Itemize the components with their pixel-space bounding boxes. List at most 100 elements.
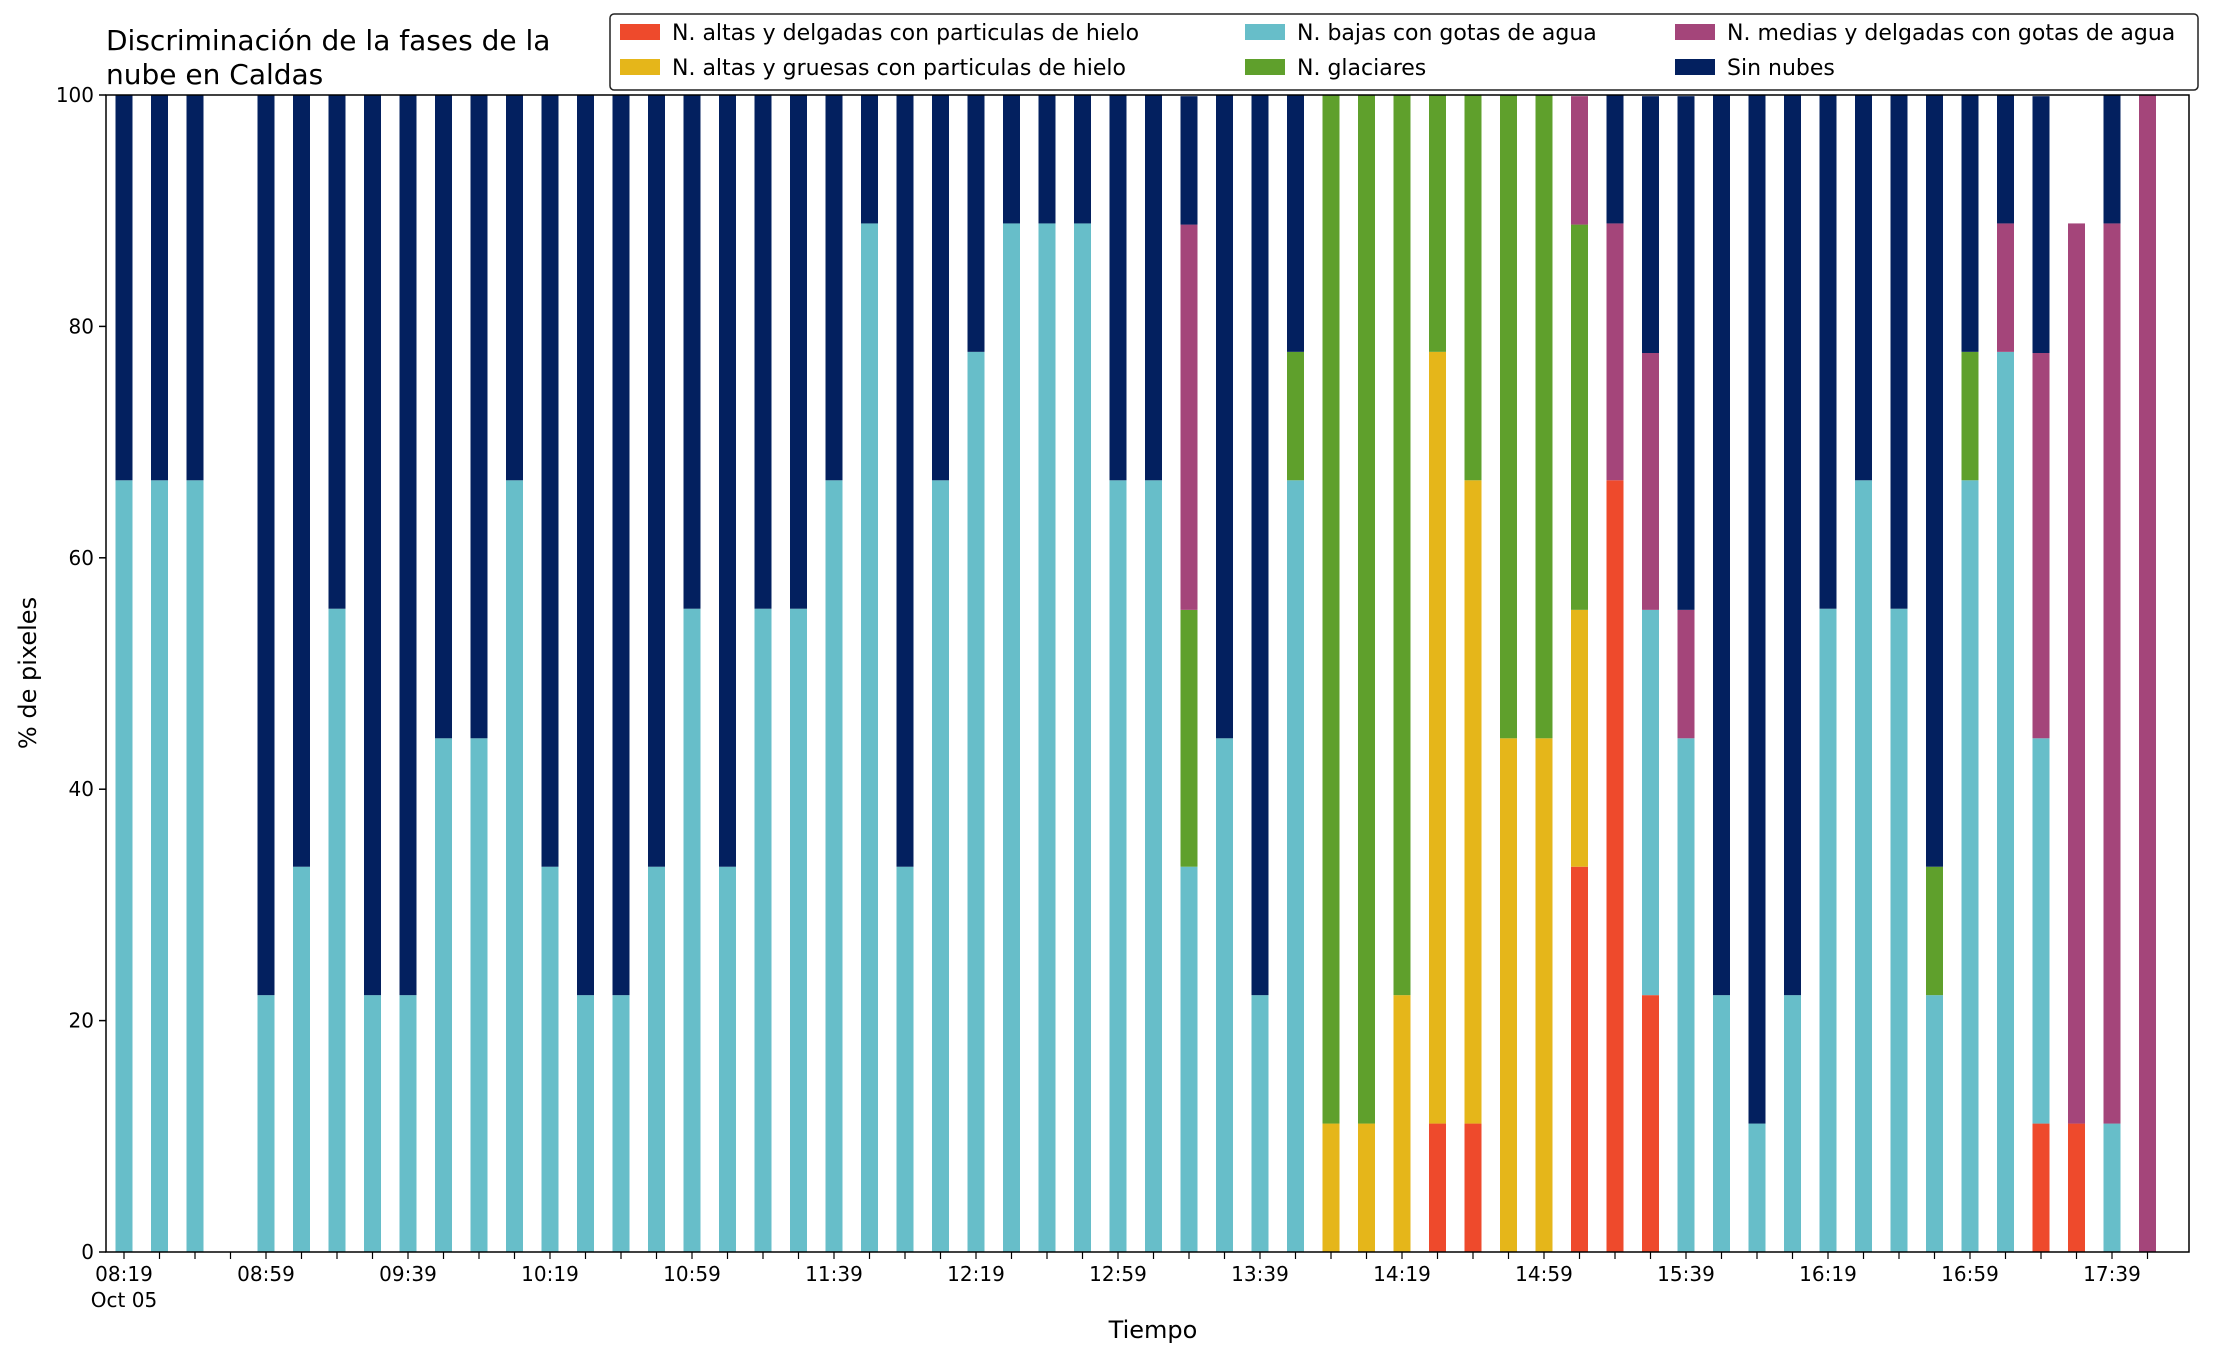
bar-segment <box>1358 95 1375 1124</box>
bar-segment <box>1393 95 1411 996</box>
bar-segment <box>1216 95 1233 739</box>
x-tick-label: 12:19 <box>947 1262 1005 1286</box>
bar-segment <box>1464 95 1482 481</box>
x-tick-label: 17:39 <box>2083 1262 2141 1286</box>
legend-label: Sin nubes <box>1727 56 1835 81</box>
y-tick-label: 40 <box>69 777 94 801</box>
bar-segment <box>683 608 701 1252</box>
bar-segment <box>115 480 133 1252</box>
bar-segment <box>790 608 807 1252</box>
bar-segment <box>1748 95 1766 1124</box>
x-tick-label: 11:39 <box>805 1262 863 1286</box>
bar-segment <box>470 738 488 1252</box>
bar-segment <box>648 95 665 867</box>
legend-swatch <box>1245 24 1285 40</box>
bar-segment <box>2139 95 2156 1252</box>
legend-label: N. altas y gruesas con particulas de hie… <box>672 56 1126 81</box>
bar-segment <box>186 480 204 1252</box>
legend-label: N. bajas con gotas de agua <box>1297 21 1597 46</box>
bar-segment <box>577 995 594 1252</box>
bar-segment <box>399 95 417 996</box>
bar-segment <box>364 995 381 1252</box>
y-axis: 0 20 40 60 80 100 <box>56 83 106 1264</box>
bar-segment <box>1535 738 1553 1252</box>
bar-segment <box>257 995 275 1252</box>
bar-segment <box>1784 995 1801 1252</box>
bar-segment <box>1819 95 1837 609</box>
bar-segment <box>1713 95 1730 996</box>
x-tick-label: 12:59 <box>1089 1262 1147 1286</box>
bar-segment <box>151 95 168 481</box>
bar-segment <box>1500 95 1517 739</box>
x-tick-label: 16:19 <box>1799 1262 1857 1286</box>
x-tick-label: 14:19 <box>1373 1262 1431 1286</box>
bar-segment <box>790 95 807 609</box>
bar-segment <box>896 866 914 1252</box>
bar-segment <box>1571 866 1588 1252</box>
bar-segment <box>1464 480 1482 1124</box>
bar-segment <box>1322 95 1340 1124</box>
bar-segment <box>967 95 985 352</box>
legend-swatch <box>620 24 660 40</box>
bar-segment <box>754 95 772 609</box>
bar-segment <box>612 995 630 1252</box>
bar-segment <box>1819 608 1837 1252</box>
bar-segment <box>1961 351 1979 481</box>
bar-segment <box>683 95 701 609</box>
bar-segment <box>1677 609 1695 739</box>
legend-swatch <box>1675 59 1715 75</box>
bar-segment <box>1571 96 1588 225</box>
bar-segment <box>1038 223 1056 1253</box>
bar-segment <box>1713 995 1730 1252</box>
bar-segment <box>470 95 488 739</box>
bar-segment <box>328 95 346 609</box>
bar-segment <box>435 738 452 1252</box>
bar-segment <box>1535 95 1553 739</box>
bar-segment <box>541 866 559 1252</box>
bar-segment <box>1429 1123 1446 1252</box>
legend-swatch <box>1675 24 1715 40</box>
bar-segment <box>1997 351 2014 1253</box>
x-tick-label: 15:39 <box>1657 1262 1715 1286</box>
bar-segment <box>364 95 381 996</box>
bar-segment <box>2032 738 2050 1124</box>
bar-segment <box>861 95 878 224</box>
bar-segment <box>1322 1123 1340 1252</box>
bar-segment <box>1038 95 1056 224</box>
bar-segment <box>1251 95 1269 996</box>
x-tick-label: 08:59 <box>237 1262 295 1286</box>
y-tick-label: 100 <box>56 83 94 107</box>
legend: N. altas y delgadas con particulas de hi… <box>609 13 2199 91</box>
bar-segment <box>2103 95 2121 224</box>
bar-segment <box>1961 480 1979 1252</box>
bar-segment <box>1961 95 1979 352</box>
bar-segment <box>1500 738 1517 1252</box>
bar-segment <box>896 95 914 867</box>
bar-segment <box>861 223 878 1253</box>
bar-segment <box>328 608 346 1252</box>
x-tick-label: 10:19 <box>521 1262 579 1286</box>
bar-segment <box>1642 995 1659 1252</box>
bar-segment <box>1642 609 1659 996</box>
bar-segment <box>1145 480 1162 1252</box>
legend-frame <box>609 13 2199 91</box>
bar-segment <box>293 866 310 1252</box>
chart-title-line-1: Discriminación de la fases de la <box>106 24 550 57</box>
bar-segment <box>1358 1123 1375 1252</box>
y-tick-label: 60 <box>69 546 94 570</box>
bar-segment <box>1109 95 1127 481</box>
legend-label: N. glaciares <box>1297 56 1426 81</box>
bar-segment <box>719 866 736 1252</box>
y-tick-label: 0 <box>81 1240 94 1264</box>
bar-segment <box>1571 224 1588 610</box>
x-tick-label: 10:59 <box>663 1262 721 1286</box>
bar-segment <box>1074 95 1091 224</box>
bar-segment <box>932 95 949 481</box>
bar-segment <box>577 95 594 996</box>
bar-segment <box>506 480 523 1252</box>
bar-segment <box>1997 95 2014 224</box>
bar-segment <box>1287 480 1304 1252</box>
legend-label: N. altas y delgadas con particulas de hi… <box>672 21 1139 46</box>
plot-bars <box>115 95 2156 1253</box>
